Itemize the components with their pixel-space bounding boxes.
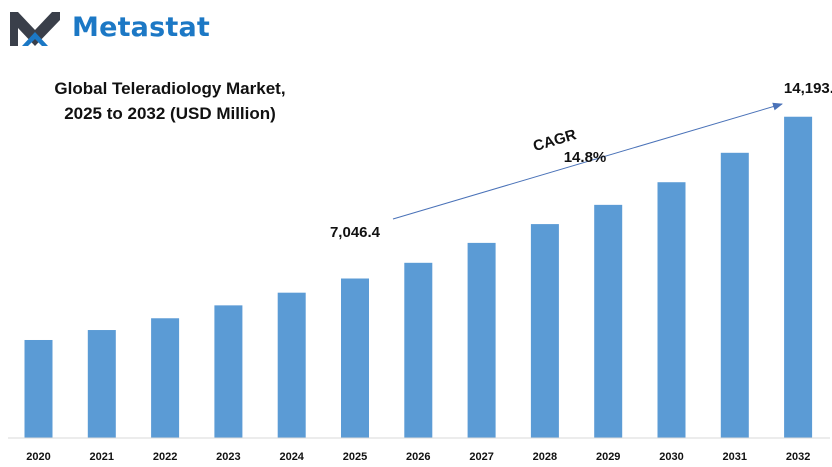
bar-2022 (151, 318, 180, 438)
data-label-2025: 7,046.4 (330, 224, 381, 241)
cagr-arrow (392, 102, 783, 220)
x-tick-label-2030: 2030 (659, 451, 683, 463)
x-tick-label-2031: 2031 (723, 451, 747, 463)
x-tick-label-2026: 2026 (406, 451, 430, 463)
brand-logo: Metastat (8, 6, 218, 50)
bar-2032 (784, 116, 813, 439)
bar-2023 (214, 305, 243, 438)
bar-2030 (657, 182, 686, 438)
chart-title-line-1: Global Teleradiology Market, (54, 79, 286, 98)
chart-title: Global Teleradiology Market, 2025 to 203… (20, 76, 320, 126)
data-label-2032: 14,193.2 (784, 80, 832, 97)
bar-2026 (404, 262, 433, 438)
x-tick-label-2025: 2025 (343, 451, 367, 463)
bar-2027 (467, 242, 496, 438)
x-tick-label-2032: 2032 (786, 451, 810, 463)
x-tick-label-2021: 2021 (90, 451, 114, 463)
bar-2024 (277, 292, 306, 438)
chart-title-line-2: 2025 to 2032 (USD Million) (64, 104, 276, 123)
brand-name: Metastat (72, 12, 211, 43)
bar-2031 (720, 152, 749, 438)
x-tick-label-2027: 2027 (469, 451, 493, 463)
m-chevron-logo-icon (10, 12, 60, 46)
bar-2025 (341, 278, 369, 438)
x-tick-label-2028: 2028 (533, 451, 557, 463)
bar-2029 (594, 204, 623, 438)
bar-2028 (530, 224, 559, 438)
x-tick-label-2029: 2029 (596, 451, 620, 463)
x-tick-label-2020: 2020 (26, 451, 50, 463)
x-tick-label-2022: 2022 (153, 451, 177, 463)
bar-2021 (87, 330, 116, 438)
cagr-value: 14.8% (564, 149, 607, 166)
x-tick-label-2023: 2023 (216, 451, 240, 463)
bar-2020 (24, 339, 53, 438)
x-tick-label-2024: 2024 (279, 451, 304, 463)
